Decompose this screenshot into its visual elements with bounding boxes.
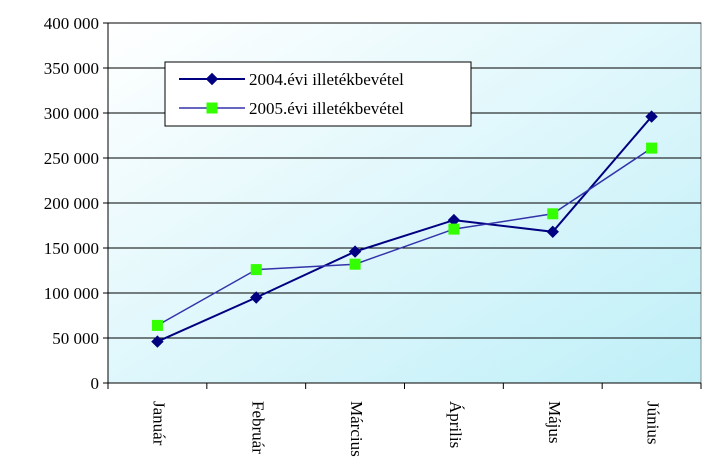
y-tick-label: 50 000 (52, 329, 99, 348)
x-tick-label: Június (644, 401, 663, 444)
series-2 (151, 142, 658, 331)
data-point (645, 110, 658, 123)
y-tick-label: 0 (91, 374, 100, 393)
legend-label: 2004.évi illetékbevétel (249, 70, 404, 89)
data-point (250, 291, 263, 304)
legend-label: 2005.évi illetékbevétel (249, 99, 404, 118)
x-tick-label: Január (150, 401, 169, 446)
data-point (250, 264, 262, 276)
y-tick-label: 150 000 (44, 239, 99, 258)
y-tick-label: 250 000 (44, 149, 99, 168)
data-point (448, 223, 460, 235)
y-tick-label: 200 000 (44, 194, 99, 213)
x-tick-label: Május (545, 401, 564, 444)
y-tick-label: 350 000 (44, 59, 99, 78)
x-tick-label: Március (347, 401, 366, 457)
series (151, 110, 658, 348)
x-axis-tick-labels: Január Február Március Április Május Június (150, 401, 663, 457)
data-point (547, 208, 559, 220)
legend-swatch-marker (205, 72, 219, 86)
legend-item: 2004.évi illetékbevétel (179, 70, 404, 89)
y-tick-label: 300 000 (44, 104, 99, 123)
y-tick-label: 100 000 (44, 284, 99, 303)
data-point (151, 319, 163, 331)
data-point (546, 225, 559, 239)
series-line (157, 115, 653, 343)
series-1 (151, 110, 658, 348)
legend: 2004.évi illetékbevétel 2005.évi illetékb… (164, 61, 472, 127)
data-point (349, 258, 361, 270)
y-tick-label: 400 000 (44, 14, 99, 33)
data-point (348, 245, 362, 258)
x-tick-label: Február (248, 401, 267, 454)
series-line (157, 147, 652, 327)
legend-item: 2005.évi illetékbevétel (179, 99, 404, 118)
y-axis-tick-labels: 0 50 000 100 000 150 000 200 000 250 000 300 0… (44, 14, 99, 393)
data-point (646, 142, 658, 154)
legend-swatch-marker (206, 102, 218, 114)
data-point (151, 335, 164, 348)
axes (103, 22, 702, 389)
legend-box (164, 61, 472, 127)
x-tick-label: Április (446, 401, 465, 448)
